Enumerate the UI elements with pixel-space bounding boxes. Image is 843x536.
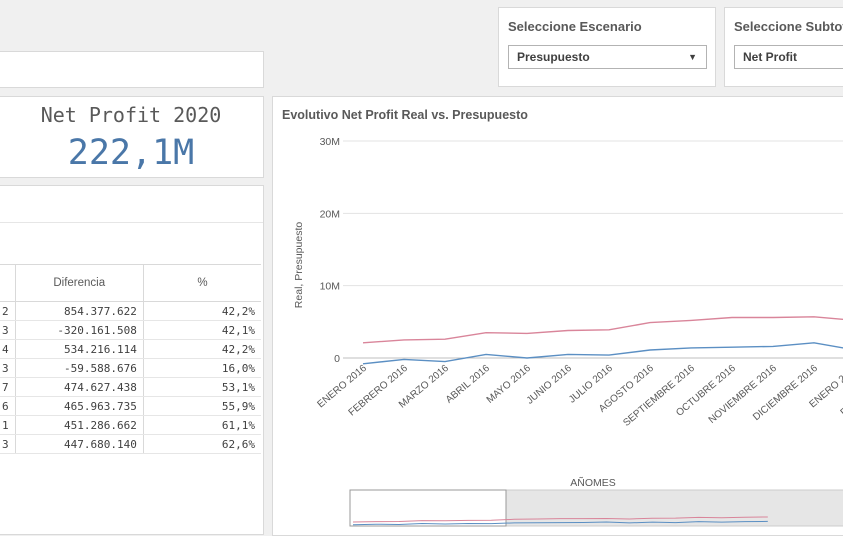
table-row: 2 854.377.622 42,2% [0, 301, 261, 321]
y-tick-label: 10M [320, 281, 340, 293]
chart-title: Evolutivo Net Profit Real vs. Presupuest… [282, 108, 528, 122]
escenario-filter: Seleccione Escenario Presupuesto ▼ [498, 7, 716, 87]
y-tick-label: 30M [320, 136, 340, 148]
column-header-left [0, 264, 16, 302]
cell-left: 7 [0, 377, 16, 397]
escenario-dropdown[interactable]: Presupuesto ▼ [508, 45, 707, 69]
escenario-dropdown-value: Presupuesto [517, 50, 590, 64]
table-row: 3 -320.161.508 42,1% [0, 320, 261, 340]
cell-left: 4 [0, 339, 16, 359]
cell-diferencia: 451.286.662 [15, 415, 144, 435]
subtotal-filter-title: Seleccione Subtot [734, 19, 843, 34]
cell-left: 6 [0, 396, 16, 416]
cell-pct: 61,1% [143, 415, 261, 435]
x-tick-label: NOVIEMBRE 2016 [707, 363, 780, 426]
table-row: 7 474.627.438 53,1% [0, 377, 261, 397]
mini-series-line-1 [352, 516, 768, 523]
cell-diferencia: 474.627.438 [15, 377, 144, 397]
x-tick-label: JUNIO 2016 [525, 363, 575, 407]
y-axis-label: Real, Presupuesto [293, 222, 305, 309]
column-header-diferencia[interactable]: Diferencia [15, 264, 144, 302]
table-row: 4 534.216.114 42,2% [0, 339, 261, 359]
table-panel: Diferencia % 2 854.377.622 42,2% 3 -320.161… [0, 185, 264, 535]
subtotal-dropdown-value: Net Profit [743, 50, 797, 64]
y-tick-label: 0 [334, 353, 340, 365]
mini-series-line-2 [352, 520, 768, 526]
cell-diferencia: -320.161.508 [15, 320, 144, 340]
cell-pct: 42,2% [143, 339, 261, 359]
x-tick-label: SEPTIEMBRE 2016 [621, 363, 697, 429]
x-tick-label: FEBRERO 2017 [839, 363, 843, 419]
cell-diferencia: 854.377.622 [15, 301, 144, 321]
data-table: Diferencia % 2 854.377.622 42,2% 3 -320.161… [0, 264, 261, 454]
table-header-row: Diferencia % [0, 264, 261, 302]
kpi-label: Net Profit 2020 [40, 103, 222, 127]
kpi-value: 222,1M [67, 133, 195, 173]
cell-pct: 55,9% [143, 396, 261, 416]
cell-left: 2 [0, 301, 16, 321]
cell-pct: 16,0% [143, 358, 261, 378]
top-left-panel [0, 51, 264, 88]
y-tick-label: 20M [320, 208, 340, 220]
table-row: 1 451.286.662 61,1% [0, 415, 261, 435]
kpi-panel: Net Profit 2020 222,1M [0, 96, 264, 178]
cell-left: 3 [0, 358, 16, 378]
chevron-down-icon: ▼ [688, 52, 697, 62]
series-line-2 [362, 342, 843, 365]
table-row: 6 465.963.735 55,9% [0, 396, 261, 416]
scrollbar-label: AÑOMES [570, 476, 616, 489]
column-header-pct[interactable]: % [143, 264, 261, 302]
escenario-filter-title: Seleccione Escenario [508, 19, 642, 34]
cell-left: 3 [0, 434, 16, 454]
chart-panel: Evolutivo Net Profit Real vs. Presupuest… [272, 96, 843, 536]
cell-diferencia: 534.216.114 [15, 339, 144, 359]
series-line-1 [362, 316, 843, 344]
table-row: 3 447.680.140 62,6% [0, 434, 261, 454]
cell-pct: 42,1% [143, 320, 261, 340]
cell-pct: 42,2% [143, 301, 261, 321]
subtotal-filter: Seleccione Subtot Net Profit [724, 7, 843, 87]
cell-left: 1 [0, 415, 16, 435]
cell-diferencia: 465.963.735 [15, 396, 144, 416]
cell-pct: 62,6% [143, 434, 261, 454]
cell-pct: 53,1% [143, 377, 261, 397]
subtotal-dropdown[interactable]: Net Profit [734, 45, 843, 69]
cell-diferencia: 447.680.140 [15, 434, 144, 454]
cell-left: 3 [0, 320, 16, 340]
cell-diferencia: -59.588.676 [15, 358, 144, 378]
table-row: 3 -59.588.676 16,0% [0, 358, 261, 378]
table-header-band [0, 222, 263, 223]
